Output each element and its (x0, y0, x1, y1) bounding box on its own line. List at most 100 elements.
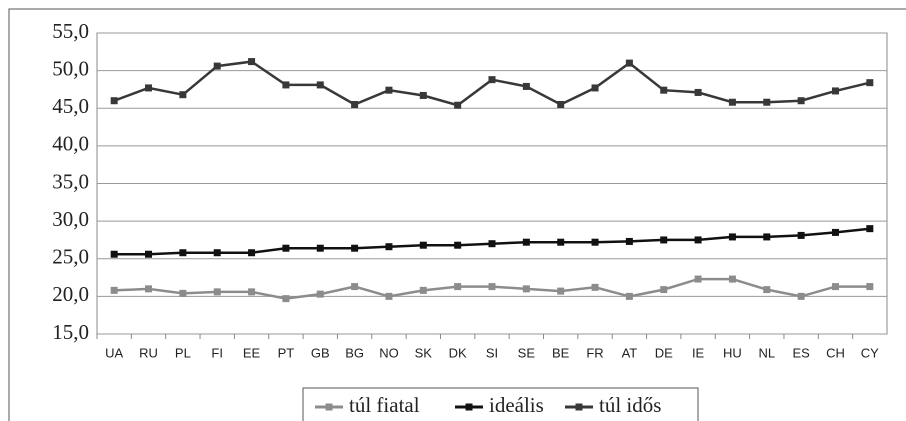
point (591, 283, 599, 291)
y-tick-label: 55,0 (52, 19, 89, 43)
point (179, 249, 187, 257)
point (694, 275, 702, 283)
point (728, 233, 736, 241)
point (831, 283, 839, 291)
point (797, 292, 805, 300)
y-tick-label: 45,0 (52, 94, 89, 118)
point (213, 288, 221, 296)
point (282, 81, 290, 89)
chart-border (8, 8, 906, 421)
point (179, 289, 187, 297)
point (728, 98, 736, 106)
point (454, 283, 462, 291)
y-tick-label: 40,0 (52, 132, 89, 156)
x-tick-label: CH (826, 345, 845, 360)
point (213, 249, 221, 257)
point (419, 286, 427, 294)
point (419, 91, 427, 99)
x-tick-label: AT (622, 345, 638, 360)
point (419, 241, 427, 249)
point (694, 236, 702, 244)
point (488, 76, 496, 84)
point (831, 228, 839, 236)
point (110, 286, 118, 294)
y-tick-label: 50,0 (52, 56, 89, 80)
point (282, 244, 290, 252)
point (145, 250, 153, 258)
point (213, 62, 221, 70)
legend-marker (465, 403, 473, 411)
point (625, 292, 633, 300)
point (866, 79, 874, 87)
x-tick-label: HU (723, 345, 742, 360)
point (385, 292, 393, 300)
x-tick-label: DK (449, 345, 467, 360)
x-tick-label: BE (552, 345, 570, 360)
x-tick-label: EE (243, 345, 261, 360)
point (557, 238, 565, 246)
point (385, 86, 393, 94)
point (660, 86, 668, 94)
y-tick-label: 15,0 (52, 320, 89, 344)
point (763, 233, 771, 241)
point (179, 91, 187, 99)
point (110, 97, 118, 105)
x-tick-label: BG (345, 345, 364, 360)
y-tick-label: 30,0 (52, 207, 89, 231)
point (831, 87, 839, 95)
point (248, 58, 256, 66)
point (763, 98, 771, 106)
x-tick-label: PL (175, 345, 191, 360)
y-tick-label: 35,0 (52, 169, 89, 193)
point (351, 283, 359, 291)
x-tick-label: GB (311, 345, 330, 360)
point (248, 249, 256, 257)
legend-marker (575, 403, 583, 411)
point (625, 237, 633, 245)
point (797, 231, 805, 239)
point (488, 283, 496, 291)
point (110, 250, 118, 258)
legend-label: túl idős (599, 393, 661, 417)
point (454, 241, 462, 249)
x-tick-label: ES (792, 345, 810, 360)
x-tick-label: SE (518, 345, 536, 360)
point (591, 84, 599, 92)
point (316, 290, 324, 298)
point (522, 82, 530, 90)
point (454, 101, 462, 109)
x-tick-label: IE (692, 345, 705, 360)
x-tick-label: FR (586, 345, 603, 360)
point (145, 285, 153, 293)
point (625, 59, 633, 67)
x-tick-label: SK (415, 345, 433, 360)
point (248, 288, 256, 296)
point (351, 100, 359, 108)
y-tick-label: 25,0 (52, 245, 89, 269)
point (351, 244, 359, 252)
point (522, 238, 530, 246)
x-tick-label: NL (758, 345, 775, 360)
point (522, 285, 530, 293)
x-tick-label: SI (486, 345, 498, 360)
y-tick-label: 20,0 (52, 282, 89, 306)
x-tick-label: NO (379, 345, 399, 360)
series-line (113, 60, 871, 107)
legend-label: ideális (489, 393, 544, 417)
point (797, 97, 805, 105)
x-tick-label: PT (278, 345, 295, 360)
legend-box (302, 387, 699, 421)
x-tick-label: FI (211, 345, 223, 360)
point (557, 287, 565, 295)
point (763, 286, 771, 294)
point (591, 238, 599, 246)
point (557, 100, 565, 108)
legend-label: túl fiatal (349, 393, 420, 417)
x-tick-label: UA (105, 345, 123, 360)
x-tick-label: CY (861, 345, 879, 360)
point (385, 243, 393, 251)
legend-marker (325, 403, 333, 411)
point (316, 244, 324, 252)
point (694, 88, 702, 96)
